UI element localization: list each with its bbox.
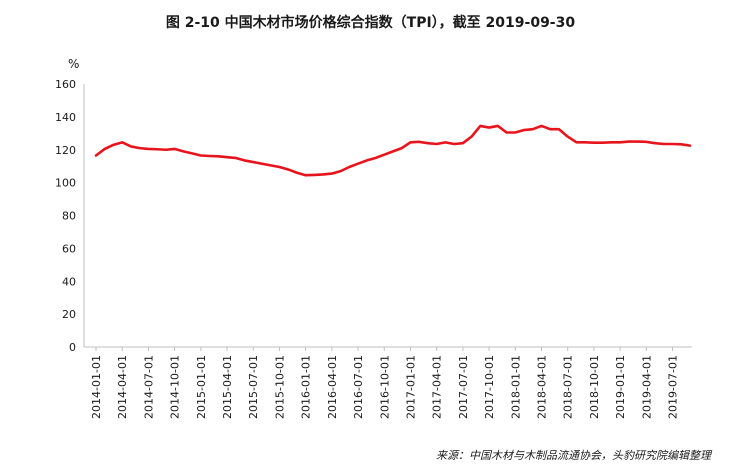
series-layer (94, 124, 692, 177)
y-axis: 0 20 40 60 80 100 120 140 160 (55, 78, 76, 354)
y-tick-label: 60 (62, 242, 76, 255)
chart-title: 图 2-10 中国木材市场价格综合指数（TPI），截至 2019-09-30 (165, 15, 576, 31)
x-tick-label: 2017-07-01 (457, 355, 470, 419)
x-tick-label: 2016-01-01 (300, 355, 313, 419)
x-tick-label: 2014-04-01 (116, 355, 129, 419)
source-note: 来源：中国木材与木制品流通协会，头豹研究院编辑整理 (436, 449, 711, 462)
y-tick-label: 80 (62, 210, 76, 223)
x-tick-label: 2017-10-01 (483, 355, 496, 419)
x-tick-label: 2018-04-01 (536, 355, 549, 419)
x-tick-label: 2016-04-01 (326, 355, 339, 419)
series-line-tpi (94, 124, 692, 177)
x-tick-label: 2015-04-01 (221, 355, 234, 419)
y-tick-label: 0 (69, 341, 76, 354)
x-tick-label: 2014-01-01 (90, 355, 103, 419)
x-tick-label: 2019-01-01 (614, 355, 627, 419)
y-tick-label: 100 (55, 177, 76, 190)
x-tick-label: 2016-10-01 (378, 355, 391, 419)
x-axis: 2014-01-01 2014-04-01 2014-07-01 2014-10-01… (90, 347, 680, 419)
x-tick-label: 2018-01-01 (509, 355, 522, 419)
y-tick-label: 160 (55, 78, 76, 91)
x-tick-label: 2014-07-01 (142, 355, 155, 419)
x-tick-label: 2019-04-01 (640, 355, 653, 419)
x-tick-label: 2018-10-01 (588, 355, 601, 419)
y-tick-label: 40 (62, 275, 76, 288)
x-tick-label: 2017-01-01 (404, 355, 417, 419)
y-tick-label: 20 (62, 308, 76, 321)
x-tick-label: 2019-07-01 (667, 355, 680, 419)
x-tick-label: 2015-10-01 (273, 355, 286, 419)
x-tick-label: 2016-07-01 (352, 355, 365, 419)
y-tick-label: 120 (55, 144, 76, 157)
x-tick-label: 2014-10-01 (169, 355, 182, 419)
x-tick-label: 2015-07-01 (247, 355, 260, 419)
x-tick-label: 2018-07-01 (562, 355, 575, 419)
y-tick-label: 140 (55, 111, 76, 124)
x-tick-label: 2015-01-01 (195, 355, 208, 419)
x-tick-label: 2017-04-01 (431, 355, 444, 419)
y-axis-unit: % (68, 57, 80, 71)
